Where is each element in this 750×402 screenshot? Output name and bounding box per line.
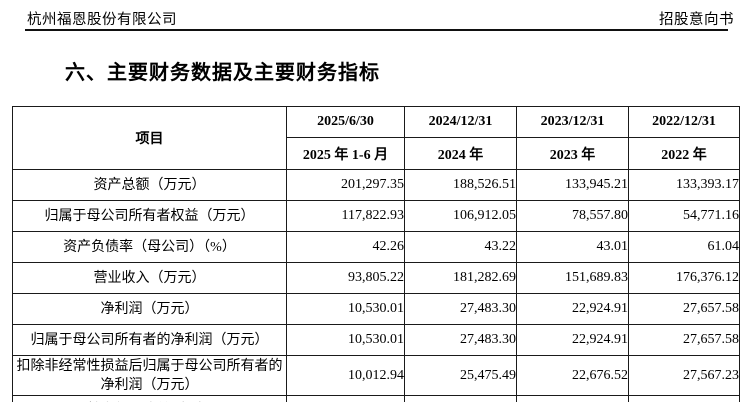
col-header-item: 项目 <box>12 106 287 170</box>
col-header-period-2: 2023 年 <box>516 137 629 170</box>
col-header-period-3: 2022 年 <box>628 137 740 170</box>
cell-value: 93,805.22 <box>286 262 405 294</box>
row-label: 归属于母公司所有者权益（万元） <box>12 200 287 232</box>
cell-value: 54,771.16 <box>628 200 740 232</box>
document-header: 杭州福恩股份有限公司 招股意向书 <box>27 8 734 29</box>
cell-value: 151,689.83 <box>516 262 629 294</box>
cell-value: 188,526.51 <box>404 169 517 201</box>
cell-value: 27,657.58 <box>628 293 740 325</box>
cell-value: 27,483.30 <box>404 324 517 356</box>
cell-value <box>404 395 517 402</box>
row-label: 基本每股收益（元） <box>12 395 287 402</box>
row-label: 资产总额（万元） <box>12 169 287 201</box>
cell-value: 10,012.94 <box>286 355 405 396</box>
header-row-dates: 项目 2025/6/30 2024/12/31 2023/12/31 2022/… <box>12 106 740 170</box>
cell-value: 42.26 <box>286 231 405 263</box>
table-row-eps-partial: 基本每股收益（元） <box>12 395 740 402</box>
cell-value: 27,483.30 <box>404 293 517 325</box>
cell-value: 176,376.12 <box>628 262 740 294</box>
cell-value: 25,475.49 <box>404 355 517 396</box>
cell-value: 43.22 <box>404 231 517 263</box>
table-row-total-assets: 资产总额（万元） 201,297.35 188,526.51 133,945.2… <box>12 169 740 201</box>
row-label: 归属于母公司所有者的净利润（万元） <box>12 324 287 356</box>
financial-indicators-table: 项目 2025/6/30 2024/12/31 2023/12/31 2022/… <box>12 106 740 402</box>
col-header-period-0: 2025 年 1-6 月 <box>286 137 405 170</box>
table-row-deducted-net-profit: 扣除非经常性损益后归属于母公司所有者的净利润（万元） 10,012.94 25,… <box>12 355 740 396</box>
company-name: 杭州福恩股份有限公司 <box>27 12 177 28</box>
section-title: 六、主要财务数据及主要财务指标 <box>65 62 380 84</box>
cell-value <box>516 395 629 402</box>
cell-value: 10,530.01 <box>286 293 405 325</box>
col-header-date-2: 2023/12/31 <box>516 106 629 138</box>
cell-value: 10,530.01 <box>286 324 405 356</box>
cell-value: 22,676.52 <box>516 355 629 396</box>
cell-value <box>628 395 740 402</box>
cell-value: 78,557.80 <box>516 200 629 232</box>
row-label: 净利润（万元） <box>12 293 287 325</box>
cell-value: 22,924.91 <box>516 293 629 325</box>
col-header-date-3: 2022/12/31 <box>628 106 740 138</box>
table-row-net-profit: 净利润（万元） 10,530.01 27,483.30 22,924.91 27… <box>12 293 740 325</box>
cell-value: 43.01 <box>516 231 629 263</box>
table-row-revenue: 营业收入（万元） 93,805.22 181,282.69 151,689.83… <box>12 262 740 294</box>
col-header-date-1: 2024/12/31 <box>404 106 517 138</box>
cell-value: 61.04 <box>628 231 740 263</box>
cell-value: 133,393.17 <box>628 169 740 201</box>
row-label: 扣除非经常性损益后归属于母公司所有者的净利润（万元） <box>12 355 287 396</box>
doc-type-label: 招股意向书 <box>659 12 734 28</box>
table-row-debt-ratio: 资产负债率（母公司）（%） 42.26 43.22 43.01 61.04 <box>12 231 740 263</box>
cell-value: 27,657.58 <box>628 324 740 356</box>
cell-value <box>286 395 405 402</box>
cell-value: 201,297.35 <box>286 169 405 201</box>
header-row-periods: 2025 年 1-6 月 2024 年 2023 年 2022 年 <box>13 137 740 170</box>
table-row-parent-net-profit: 归属于母公司所有者的净利润（万元） 10,530.01 27,483.30 22… <box>12 324 740 356</box>
cell-value: 117,822.93 <box>286 200 405 232</box>
cell-value: 27,567.23 <box>628 355 740 396</box>
col-header-date-0: 2025/6/30 <box>286 106 405 138</box>
table-row-parent-equity: 归属于母公司所有者权益（万元） 117,822.93 106,912.05 78… <box>12 200 740 232</box>
row-label: 资产负债率（母公司）（%） <box>12 231 287 263</box>
row-label: 营业收入（万元） <box>12 262 287 294</box>
cell-value: 133,945.21 <box>516 169 629 201</box>
header-rule <box>25 29 728 31</box>
cell-value: 106,912.05 <box>404 200 517 232</box>
cell-value: 22,924.91 <box>516 324 629 356</box>
col-header-period-1: 2024 年 <box>404 137 517 170</box>
cell-value: 181,282.69 <box>404 262 517 294</box>
